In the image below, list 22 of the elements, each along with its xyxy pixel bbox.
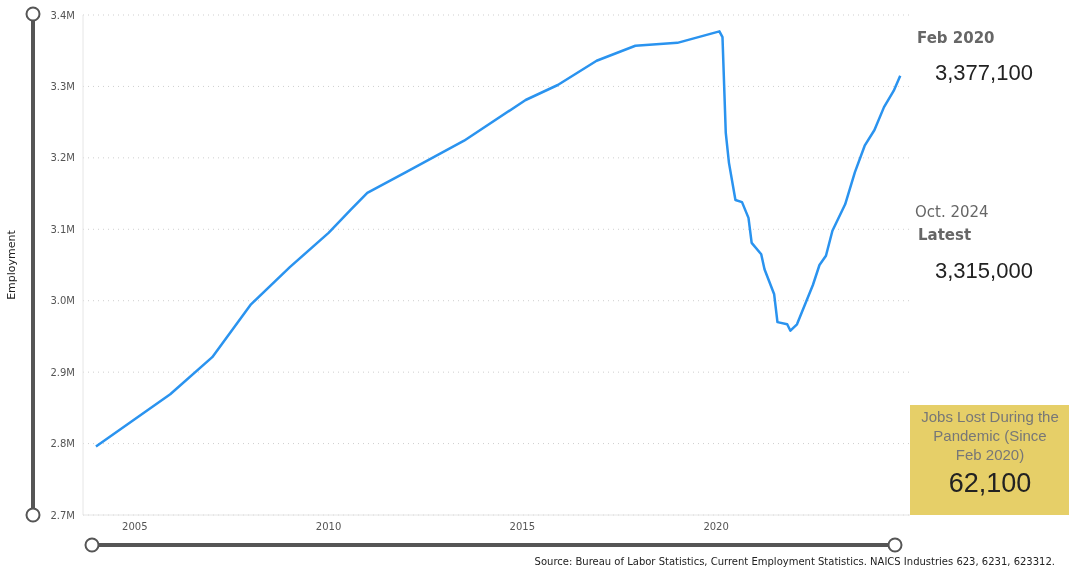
y-tick-label: 2.8M [50, 438, 75, 450]
y-tick-label: 2.7M [50, 509, 75, 521]
text: Oct. 2024 [915, 203, 989, 221]
y-tick-label: 3.0M [50, 295, 75, 307]
text: Jobs Lost During the Pandemic (Since Feb 2020) [920, 407, 1060, 464]
y-axis-title: Employment [4, 229, 18, 300]
line-series [94, 30, 902, 448]
y-tick-label: 3.1M [50, 223, 75, 235]
x-tick-label: 2010 [315, 521, 342, 533]
y-tick-label: 3.3M [50, 80, 75, 92]
x-tick-label: 2005 [122, 521, 148, 533]
text: 62,100 [947, 468, 1033, 499]
source-note: Source: Bureau of Labor Statistics, Current Employment Statistics. NAICS Industries 623, 6231, 623312. [534, 556, 1055, 567]
y-tick-label: 3.4M [50, 9, 75, 21]
y-tick-label: 3.2M [50, 152, 75, 164]
y-tick-label: 2.9M [50, 366, 75, 378]
x-tick-label: 2015 [509, 521, 536, 533]
text: 3,377,100 [935, 60, 1033, 86]
text: Latest [918, 226, 972, 244]
text: Feb 2020 [917, 29, 995, 47]
text: 3,315,000 [935, 258, 1033, 284]
x-tick-label: 2020 [703, 521, 729, 533]
